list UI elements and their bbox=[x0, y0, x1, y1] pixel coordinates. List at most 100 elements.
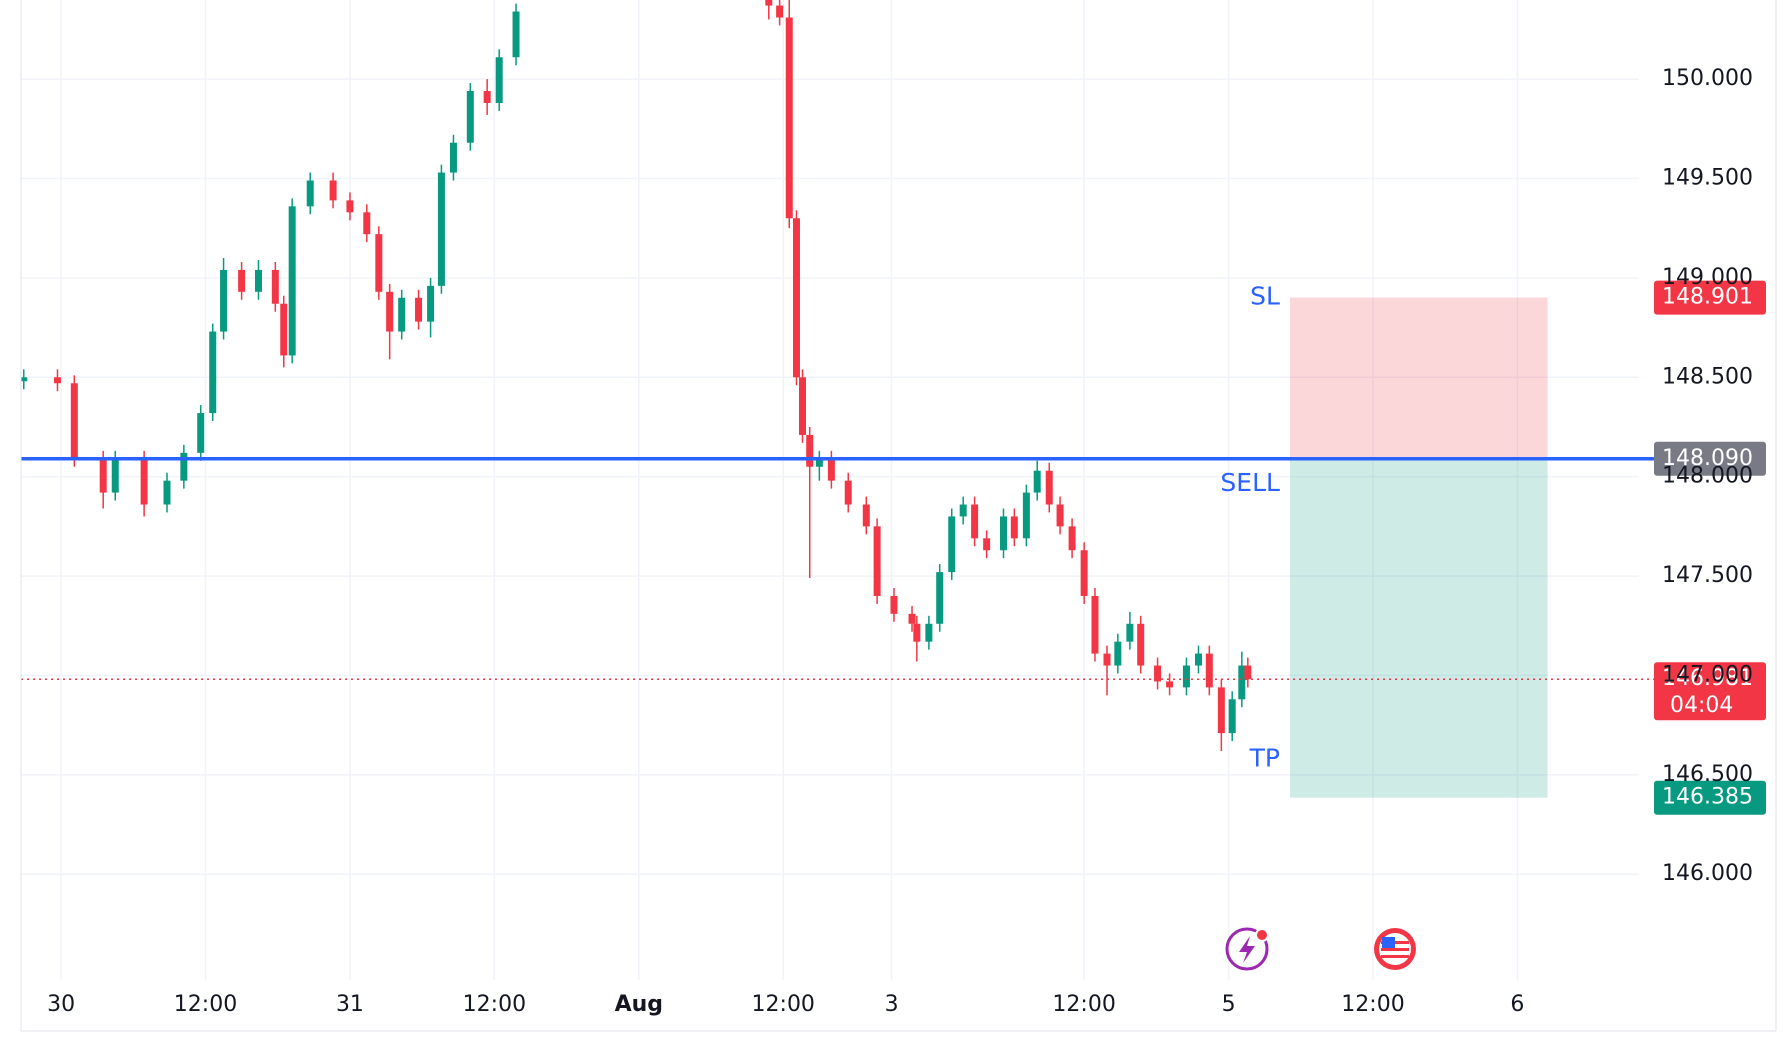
candle-body bbox=[1126, 623, 1134, 642]
candle-body bbox=[483, 91, 491, 103]
candle-body bbox=[1045, 470, 1053, 505]
candle-body bbox=[999, 516, 1007, 551]
entry-label: SELL bbox=[1220, 468, 1280, 497]
candle-body bbox=[306, 180, 314, 207]
x-tick-label: Aug bbox=[615, 992, 663, 1017]
candle-body bbox=[1217, 687, 1225, 734]
entry-badge bbox=[1654, 441, 1766, 476]
candle-body bbox=[971, 504, 979, 539]
x-tick-label: 5 bbox=[1222, 992, 1236, 1017]
y-tick-label: 147.000 bbox=[1662, 662, 1753, 687]
candle-body bbox=[346, 200, 354, 213]
candle-body bbox=[913, 623, 921, 642]
candle-body bbox=[21, 377, 28, 382]
event-icon-lightning[interactable] bbox=[1225, 927, 1269, 971]
candle-body bbox=[844, 480, 852, 505]
axes: 146.000 146.500 147.000 147.500 148.000 148.5… bbox=[47, 66, 1753, 1017]
candle-body bbox=[890, 595, 898, 614]
candle-body bbox=[180, 452, 188, 481]
levels: SL SELL TP 148.901 148.090 146.385 146.98104:0… bbox=[21, 280, 1766, 815]
x-tick-label: 3 bbox=[885, 992, 899, 1017]
candle-body bbox=[254, 269, 262, 292]
candle-body bbox=[862, 504, 870, 527]
candle-body bbox=[1238, 665, 1246, 700]
candle-body bbox=[437, 172, 445, 286]
candles bbox=[21, 0, 1252, 752]
x-tick-label: 12:00 bbox=[1341, 992, 1404, 1017]
candle-body bbox=[1103, 653, 1111, 666]
candle-body bbox=[363, 212, 371, 235]
candle-body bbox=[983, 538, 991, 551]
x-tick-label: 31 bbox=[336, 992, 364, 1017]
take-profit-badge bbox=[1654, 780, 1766, 815]
y-tick-label: 146.500 bbox=[1662, 762, 1753, 787]
stop-loss-badge bbox=[1654, 280, 1766, 315]
candle-body bbox=[1244, 665, 1252, 680]
candle-body bbox=[776, 5, 784, 18]
stop-loss-badge-text: 148.901 bbox=[1662, 285, 1753, 310]
position-box bbox=[1289, 297, 1548, 798]
candle-body bbox=[271, 269, 279, 304]
candle-body bbox=[466, 91, 474, 143]
y-tick-label: 147.500 bbox=[1662, 563, 1753, 588]
candle-body bbox=[163, 480, 171, 505]
x-tick-label: 30 bbox=[47, 992, 75, 1017]
countdown-text: 04:04 bbox=[1670, 693, 1733, 718]
candle-body bbox=[111, 458, 119, 493]
candle-body bbox=[70, 383, 78, 459]
y-tick-label: 148.000 bbox=[1662, 464, 1753, 489]
candle-body bbox=[1166, 681, 1174, 688]
take-profit-zone bbox=[1289, 458, 1548, 798]
candle-body bbox=[1068, 526, 1076, 551]
last-price-badge bbox=[1654, 662, 1766, 721]
candle-body bbox=[873, 526, 881, 596]
grid bbox=[21, 0, 1639, 980]
candle-body bbox=[220, 269, 228, 332]
candle-body bbox=[449, 142, 457, 173]
candle-body bbox=[99, 458, 107, 493]
candle-body bbox=[925, 623, 933, 642]
take-profit-label: TP bbox=[1249, 744, 1280, 773]
y-tick-label: 149.500 bbox=[1662, 166, 1753, 191]
candle-body bbox=[1194, 653, 1202, 666]
candle-body bbox=[427, 285, 435, 322]
candle-body bbox=[936, 572, 944, 624]
candle-body bbox=[1010, 516, 1018, 539]
candle-body bbox=[1154, 665, 1162, 682]
x-tick-label: 12:00 bbox=[463, 992, 526, 1017]
x-tick-label: 12:00 bbox=[1052, 992, 1115, 1017]
x-tick-label: 12:00 bbox=[752, 992, 815, 1017]
candle-body bbox=[1228, 699, 1236, 734]
event-icon-us-flag[interactable] bbox=[1374, 928, 1416, 970]
y-tick-label: 148.500 bbox=[1662, 364, 1753, 389]
candle-body bbox=[375, 234, 383, 292]
candle-body bbox=[209, 331, 217, 414]
candle-body bbox=[53, 377, 61, 384]
candle-body bbox=[386, 291, 394, 332]
candle-body bbox=[238, 269, 246, 292]
candle-body bbox=[798, 377, 806, 435]
candle-body bbox=[785, 17, 793, 219]
candle-body bbox=[398, 297, 406, 332]
candle-body bbox=[908, 613, 916, 624]
candle-body bbox=[197, 413, 205, 453]
y-tick-label: 146.000 bbox=[1662, 861, 1753, 886]
candle-body bbox=[959, 504, 967, 517]
candle-body bbox=[288, 206, 296, 356]
candle-body bbox=[827, 458, 835, 481]
candle-body bbox=[1022, 492, 1030, 539]
x-tick-label: 6 bbox=[1510, 992, 1524, 1017]
y-tick-label: 150.000 bbox=[1662, 66, 1753, 91]
candle-body bbox=[1033, 470, 1041, 493]
candle-body bbox=[329, 180, 337, 201]
candle-body bbox=[1080, 550, 1088, 596]
candle-body bbox=[765, 0, 773, 6]
candle-body bbox=[1056, 504, 1064, 527]
candle-body bbox=[948, 516, 956, 573]
candle-body bbox=[806, 434, 814, 467]
candle-body bbox=[495, 57, 503, 103]
candle-body bbox=[280, 303, 288, 356]
